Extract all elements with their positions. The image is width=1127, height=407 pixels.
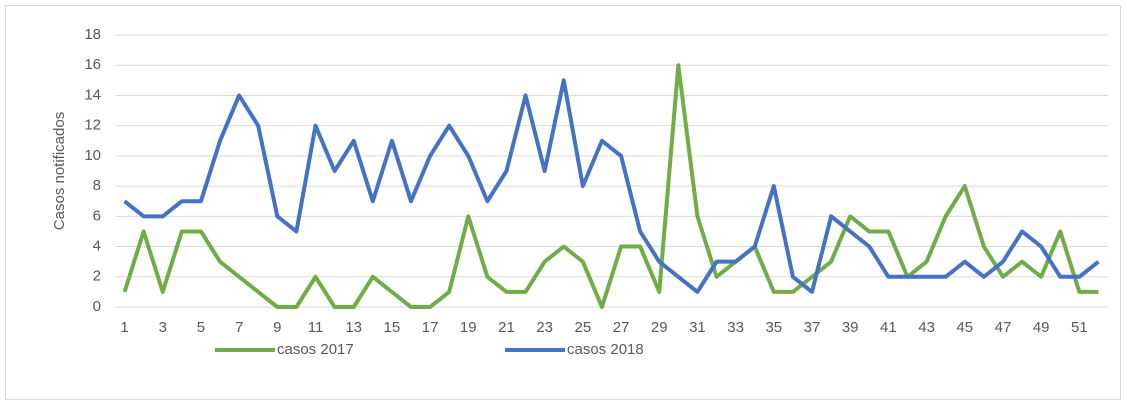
y-tick-label: 6 (93, 207, 101, 224)
x-tick-label: 35 (765, 319, 782, 336)
y-tick-label: 4 (93, 238, 101, 255)
y-tick-label: 2 (93, 268, 101, 285)
x-tick-label: 9 (273, 319, 281, 336)
y-tick-label: 0 (93, 298, 101, 315)
legend-label: casos 2017 (277, 341, 354, 358)
y-tick-label: 16 (84, 56, 101, 73)
x-tick-label: 5 (197, 319, 205, 336)
y-tick-label: 8 (93, 177, 101, 194)
series-line (123, 78, 1100, 294)
x-tick-label: 15 (384, 319, 401, 336)
x-tick-label: 43 (918, 319, 935, 336)
x-tick-label: 51 (1071, 319, 1088, 336)
x-tick-label: 21 (498, 319, 515, 336)
x-tick-label: 25 (575, 319, 592, 336)
x-tick-label: 29 (651, 319, 668, 336)
x-tick-label: 3 (159, 319, 167, 336)
y-tick-label: 10 (84, 147, 101, 164)
x-tick-label: 11 (308, 319, 324, 336)
y-tick-label: 14 (84, 86, 101, 103)
x-tick-label: 45 (956, 319, 973, 336)
y-tick-label: 18 (84, 26, 101, 43)
series-line (122, 63, 1099, 309)
x-tick-label: 49 (1033, 319, 1050, 336)
x-tick-label: 37 (804, 319, 821, 336)
y-axis-title: Casos notificados (51, 112, 68, 230)
x-tick-label: 1 (120, 319, 128, 336)
y-tick-label: 12 (84, 117, 101, 134)
x-tick-label: 41 (880, 319, 897, 336)
x-tick-label: 47 (995, 319, 1012, 336)
x-tick-label: 17 (422, 319, 439, 336)
x-tick-label: 13 (345, 319, 362, 336)
x-tick-label: 7 (235, 319, 243, 336)
x-tick-label: 33 (727, 319, 744, 336)
x-tick-label: 31 (689, 319, 706, 336)
legend-label: casos 2018 (567, 341, 644, 358)
x-tick-label: 19 (460, 319, 477, 336)
x-tick-label: 23 (536, 319, 553, 336)
x-tick-label: 39 (842, 319, 859, 336)
x-tick-label: 27 (613, 319, 630, 336)
